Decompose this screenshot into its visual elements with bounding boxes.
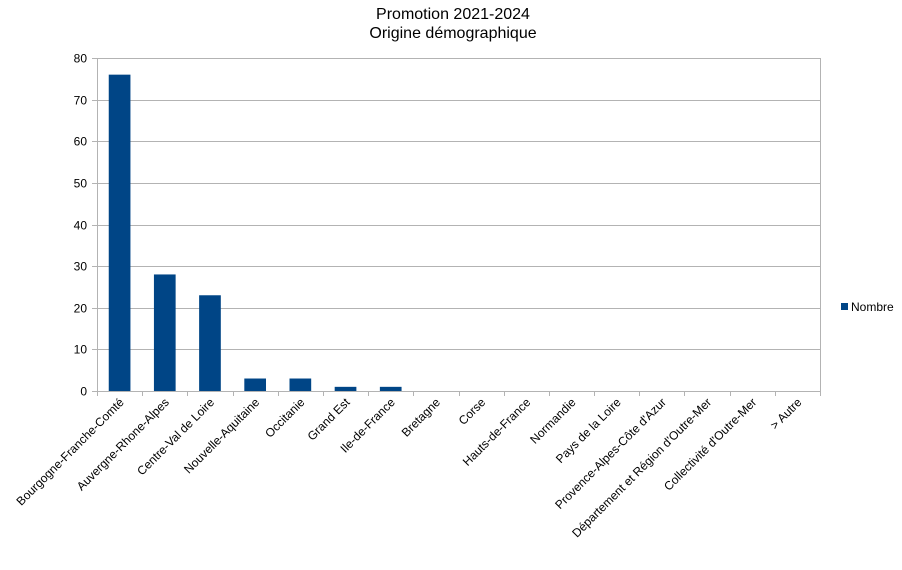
bars: [108, 74, 402, 392]
y-tick-label: 80: [74, 52, 88, 66]
y-tick-label: 0: [80, 385, 87, 399]
x-tick-labels: Bourgogne-Franche-ComtéAuvergne-Rhone-Al…: [14, 395, 805, 540]
y-tick-label: 30: [74, 260, 88, 274]
bar: [153, 274, 176, 391]
bar: [199, 295, 221, 391]
x-tick-label: Corse: [456, 395, 489, 428]
y-tick-label: 70: [74, 94, 88, 108]
bar: [108, 74, 131, 392]
y-tick-label: 50: [74, 177, 88, 191]
chart-title: Promotion 2021-2024: [376, 6, 530, 23]
bar: [334, 386, 357, 391]
y-tick-labels: 0 10 20 30 40 50 60 70 80: [74, 52, 88, 399]
y-tick-label: 20: [74, 302, 88, 316]
y-tick-label: 40: [74, 219, 88, 233]
x-tick-label: Nouvelle-Aquitaine: [181, 395, 262, 476]
legend: Nombre: [841, 300, 894, 314]
x-tick-label: Occitanie: [262, 395, 308, 441]
legend-swatch: [841, 303, 848, 310]
x-tick-label: Collectivité d'Outre-Mer: [661, 395, 759, 493]
y-tick-label: 60: [74, 135, 88, 149]
bar: [244, 378, 267, 391]
x-tick-label: > Autre: [767, 395, 804, 432]
y-tick-label: 10: [74, 343, 88, 357]
chart-subtitle: Origine démographique: [369, 25, 536, 42]
legend-label: Nombre: [851, 300, 894, 314]
x-tick-label: Centre-Val de Loire: [134, 395, 217, 478]
bar: [289, 378, 312, 391]
bar: [379, 386, 402, 391]
x-tick-label: Bretagne: [399, 395, 444, 440]
